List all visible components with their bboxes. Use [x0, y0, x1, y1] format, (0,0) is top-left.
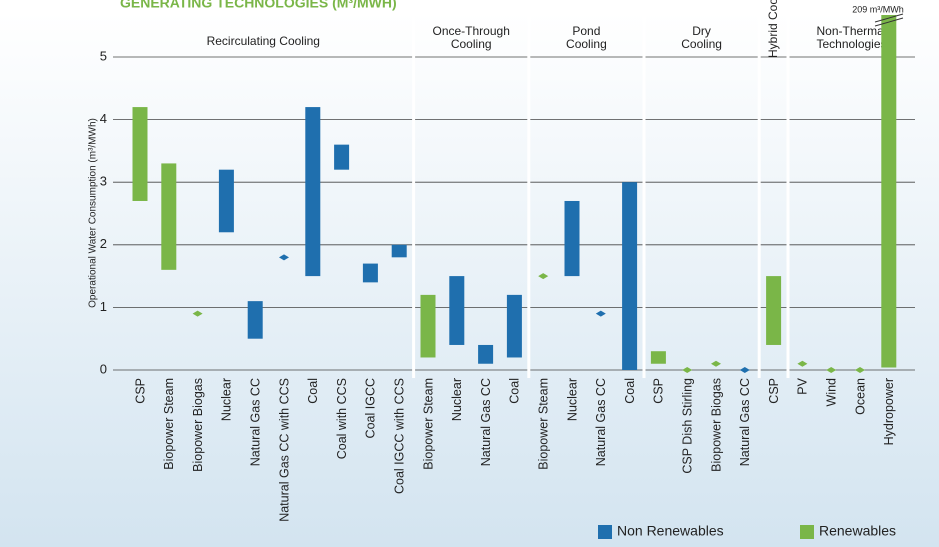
range-bar — [766, 276, 782, 345]
point-marker — [711, 360, 721, 367]
point-marker — [855, 367, 865, 373]
x-tick-label: Nuclear — [565, 378, 579, 421]
range-bar — [391, 244, 407, 258]
y-tick-label: 2 — [100, 236, 107, 251]
group-label: Dry — [692, 24, 711, 38]
x-tick-label: Ocean — [853, 378, 867, 415]
x-tick-label: Coal — [623, 378, 637, 404]
range-bar — [420, 294, 436, 358]
point-marker — [826, 367, 837, 373]
x-tick-label: Natural Gas CC with CCS — [277, 378, 291, 522]
x-tick-label: Natural Gas CC — [248, 378, 262, 466]
range-bar — [218, 169, 234, 233]
range-bar — [247, 301, 263, 339]
annotation: 209 m³/MWh — [852, 4, 904, 14]
x-tick-label: Nuclear — [220, 378, 234, 421]
range-bar — [305, 107, 321, 277]
marks — [132, 15, 897, 373]
y-tick-label: 1 — [100, 299, 107, 314]
x-tick-label: Biopower Steam — [536, 378, 550, 470]
x-tick-label: Coal — [306, 378, 320, 404]
x-tick-label: Coal IGCC — [364, 378, 378, 438]
x-tick-label: Nuclear — [450, 378, 464, 421]
group-label: Technologies — [816, 37, 886, 51]
range-bar — [161, 163, 177, 270]
x-tick-label: CSP — [133, 378, 147, 404]
point-marker — [538, 273, 549, 280]
group-label: Non-Thermal — [816, 24, 886, 38]
x-tick-label: Wind — [824, 378, 838, 407]
x-tick-label: Natural Gas CC — [479, 378, 493, 466]
range-bar — [362, 263, 378, 283]
group-label: Pond — [572, 24, 600, 38]
group-label: Cooling — [681, 37, 722, 51]
range-bar — [622, 182, 638, 370]
background — [0, 12, 939, 547]
point-marker — [797, 360, 808, 367]
range-bar — [564, 200, 580, 277]
x-tick-label: Biopower Steam — [421, 378, 435, 470]
x-tick-label: Biopower Biogas — [191, 378, 205, 472]
point-marker — [595, 310, 606, 317]
range-bar — [650, 351, 666, 364]
range-bar — [449, 276, 465, 345]
x-tick-label: Coal IGCC with CCS — [392, 378, 406, 494]
point-marker — [739, 367, 750, 373]
legend-swatch — [598, 525, 612, 539]
range-bar — [132, 107, 148, 201]
x-tick-label: Hydropower — [882, 378, 896, 445]
range-bar — [881, 15, 897, 368]
x-tick-label: PV — [796, 377, 810, 394]
x-tick-label: Natural Gas CC — [738, 378, 752, 466]
y-tick-label: 3 — [100, 174, 107, 189]
legend-label: Non Renewables — [617, 523, 724, 539]
group-label: Recirculating Cooling — [207, 34, 320, 48]
group-label: Hybrid Cooling — [766, 0, 780, 58]
chart-title: GENERATING TECHNOLOGIES (M³/MWH) — [120, 0, 397, 11]
legend-label: Renewables — [819, 523, 896, 539]
x-tick-label: CSP — [652, 378, 666, 404]
x-tick-label: Coal with CCS — [335, 378, 349, 459]
y-tick-label: 4 — [100, 111, 107, 126]
point-marker — [192, 310, 203, 317]
range-bar — [334, 144, 350, 170]
axis-break — [874, 13, 904, 23]
axis-break — [874, 17, 904, 27]
y-tick-label: 5 — [100, 48, 107, 63]
range-bar — [506, 294, 522, 358]
x-tick-label: CSP Dish Stirling — [680, 378, 694, 474]
x-tick-label: Biopower Biogas — [709, 378, 723, 472]
y-tick-label: 0 — [100, 361, 107, 376]
point-marker — [682, 367, 693, 373]
x-tick-label: Biopower Steam — [162, 378, 176, 470]
range-bar — [478, 344, 494, 364]
group-label: Once-Through — [433, 24, 510, 38]
group-label: Cooling — [451, 37, 492, 51]
x-tick-label: Coal — [508, 378, 522, 404]
group-label: Cooling — [566, 37, 607, 51]
legend-swatch — [800, 525, 814, 539]
x-tick-label: CSP — [767, 378, 781, 404]
x-tick-label: Natural Gas CC — [594, 378, 608, 466]
point-marker — [279, 254, 289, 261]
y-axis-label: Operational Water Consumption (m³/MWh) — [88, 118, 99, 308]
